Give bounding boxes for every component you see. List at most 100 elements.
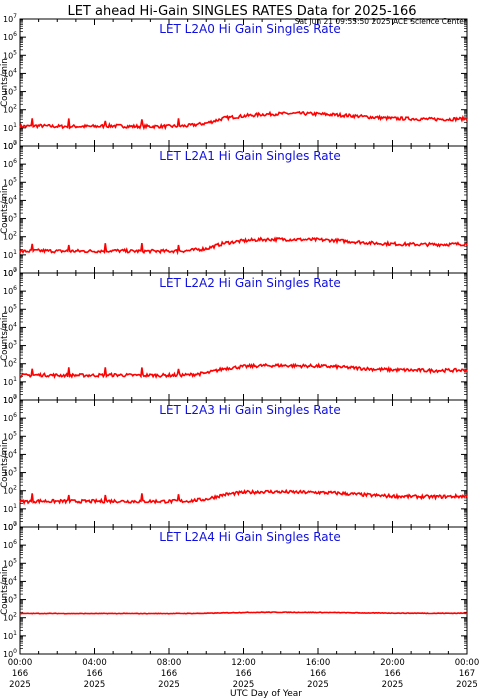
y-tick-label: 102: [3, 485, 17, 496]
data-point: [243, 240, 245, 242]
y-tick-label: 100: [3, 394, 17, 405]
data-point: [429, 496, 431, 498]
y-tick-label: 101: [3, 249, 17, 260]
y-tick-label: 106: [3, 158, 17, 169]
data-point: [299, 239, 301, 241]
data-point: [336, 240, 338, 242]
x-tick-time: 08:00: [157, 658, 182, 668]
data-point: [38, 374, 40, 376]
data-point: [410, 612, 412, 614]
data-point: [168, 126, 170, 128]
data-point: [19, 501, 21, 503]
data-point: [150, 250, 152, 252]
data-point: [261, 491, 263, 493]
data-point: [392, 612, 394, 614]
plot-frame: [19, 526, 468, 655]
data-point: [38, 613, 40, 615]
data-point: [280, 611, 282, 613]
y-tick-label: 105: [3, 303, 17, 314]
data-point: [448, 612, 450, 614]
data-point: [112, 500, 114, 502]
panel-title: LET L2A0 Hi Gain Singles Rate: [159, 22, 340, 36]
data-point: [187, 374, 189, 376]
figure-title: LET ahead Hi-Gain SINGLES RATES Data for…: [67, 4, 416, 19]
data-point: [354, 115, 356, 117]
y-tick-label: 103: [3, 594, 17, 605]
data-point: [224, 494, 226, 496]
data-point: [466, 612, 468, 614]
data-point: [243, 115, 245, 117]
x-tick-year: 2025: [233, 680, 255, 690]
series-line: [19, 110, 468, 131]
data-point: [19, 375, 21, 377]
data-point: [336, 492, 338, 494]
data-point: [280, 239, 282, 241]
data-point: [224, 117, 226, 119]
y-tick-label: 102: [3, 612, 17, 623]
data-point: [466, 495, 468, 497]
data-point: [317, 612, 319, 614]
data-point: [94, 250, 96, 252]
series-line: [19, 236, 468, 256]
data-point: [243, 366, 245, 368]
y-tick-label: 105: [3, 49, 17, 60]
plot-frame: [19, 145, 468, 274]
data-point: [205, 613, 207, 615]
data-point: [280, 113, 282, 115]
series-line: [19, 611, 468, 615]
data-point: [56, 374, 58, 376]
data-point: [131, 374, 133, 376]
data-point: [299, 612, 301, 614]
x-axis: 00:00166202504:00166202508:00166202512:0…: [8, 658, 480, 690]
data-point: [410, 369, 412, 371]
y-tick-label: 106: [3, 539, 17, 550]
data-point: [19, 126, 21, 128]
y-tick-label: 101: [3, 376, 17, 387]
data-point: [466, 118, 468, 120]
data-point: [187, 613, 189, 615]
data-point: [410, 496, 412, 498]
y-tick-label: 101: [3, 122, 17, 133]
y-tick-label: 103: [3, 86, 17, 97]
data-point: [392, 495, 394, 497]
data-point: [429, 118, 431, 120]
data-point: [112, 613, 114, 615]
data-point: [19, 613, 21, 615]
data-point: [150, 501, 152, 503]
y-tick-label: 104: [3, 67, 17, 78]
data-point: [410, 118, 412, 120]
data-point: [168, 613, 170, 615]
data-point: [38, 250, 40, 252]
data-point: [448, 496, 450, 498]
data-point: [112, 125, 114, 127]
data-point: [75, 250, 77, 252]
x-tick-day: 166: [12, 669, 28, 679]
y-tick-label: 106: [3, 412, 17, 423]
data-point: [429, 370, 431, 372]
data-point: [112, 250, 114, 252]
data-point: [168, 250, 170, 252]
panel-2: 100 101 102 103 104 105 106 107 Counts/min LET L2…: [0, 267, 468, 405]
series-line: [19, 488, 468, 506]
data-point: [205, 498, 207, 500]
y-axis-label: Counts/min: [0, 566, 10, 615]
data-point: [243, 492, 245, 494]
y-tick-label: 100: [3, 140, 17, 151]
panel-3: 100 101 102 103 104 105 106 107 Counts/min LET L2…: [0, 394, 468, 532]
data-point: [94, 126, 96, 128]
y-axis-label: Counts/min: [0, 58, 10, 107]
y-tick-label: 106: [3, 31, 17, 42]
data-point: [224, 612, 226, 614]
y-tick-label: 107: [3, 13, 17, 24]
y-tick-label: 104: [3, 321, 17, 332]
data-point: [373, 495, 375, 497]
x-tick-time: 00:00: [455, 658, 480, 668]
data-point: [187, 500, 189, 502]
y-tick-label: 107: [3, 140, 17, 151]
data-point: [150, 613, 152, 615]
y-tick-label: 105: [3, 430, 17, 441]
y-tick-label: 104: [3, 194, 17, 205]
data-point: [205, 122, 207, 124]
data-point: [392, 243, 394, 245]
data-point: [205, 248, 207, 250]
